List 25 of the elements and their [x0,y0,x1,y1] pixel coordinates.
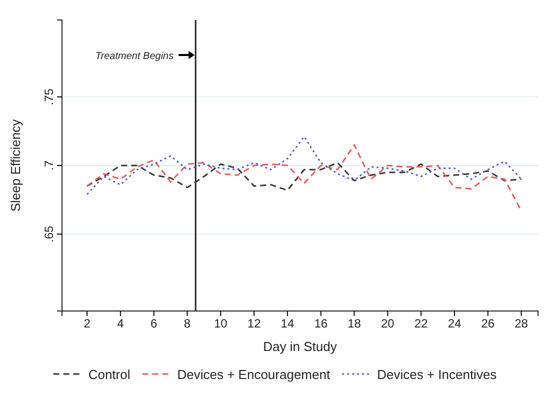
x-tick-label: 14 [280,316,294,331]
x-axis-title: Day in Study [263,339,338,354]
line-series [86,136,522,196]
x-tick-label: 10 [214,316,228,331]
legend-label: Control [88,367,130,382]
x-tick-label: 4 [117,316,124,331]
legend-label: Devices + Incentives [377,367,498,382]
y-axis-title: Sleep Efficiency [8,118,23,212]
x-tick-label: 28 [514,316,528,331]
y-tick-label: .65 [42,225,56,242]
x-tick-label: 6 [150,316,158,331]
line-series [86,162,522,191]
ref-line-label: Treatment Begins [95,51,174,62]
x-tick-label: 16 [314,316,328,331]
x-tick-label: 24 [448,316,462,331]
x-tick-label: 2 [84,316,91,331]
y-tick-label: .75 [42,88,56,106]
x-tick-label: 8 [184,316,191,331]
x-tick-label: 20 [381,316,395,331]
legend-label: Devices + Encouragement [177,367,330,382]
x-tick-label: 22 [414,316,428,331]
x-tick-label: 12 [247,316,262,331]
x-tick-label: 18 [348,316,362,331]
y-tick-label: .7 [42,160,56,171]
x-tick-label: 26 [481,316,495,331]
